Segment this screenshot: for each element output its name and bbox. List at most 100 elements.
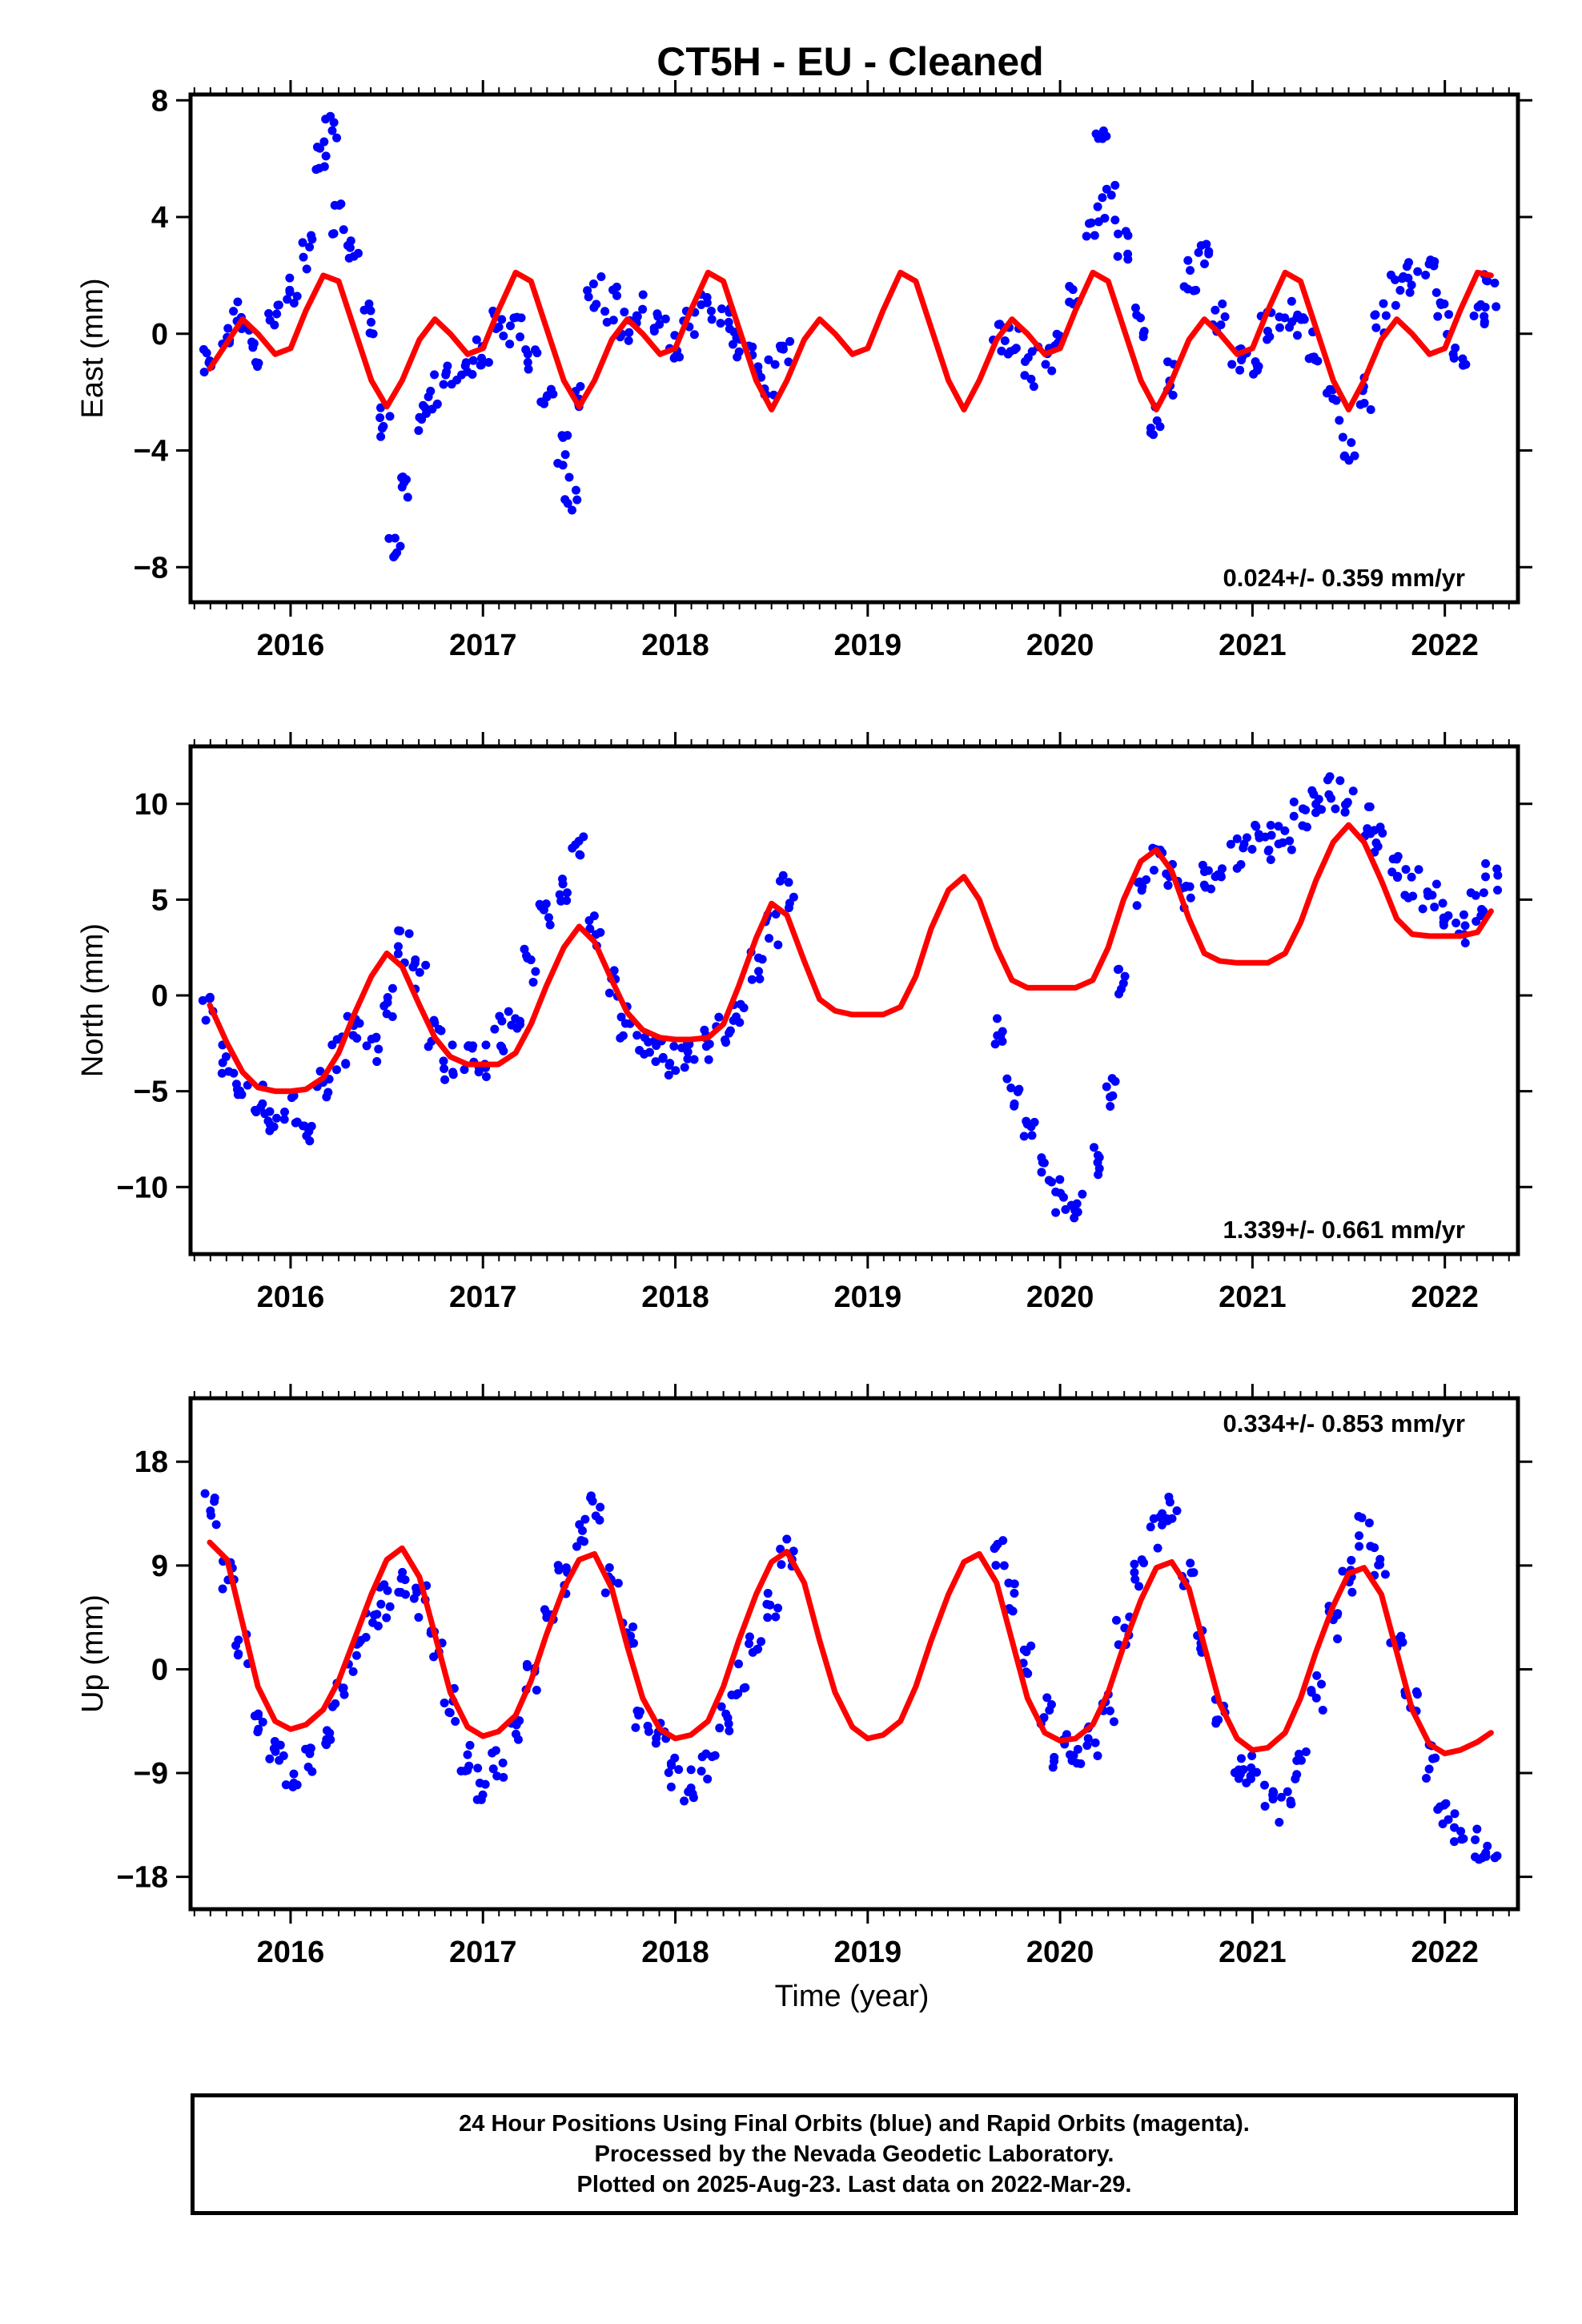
data-point — [1202, 239, 1211, 249]
data-point — [415, 967, 424, 977]
data-point — [1023, 1669, 1033, 1679]
data-point — [499, 331, 508, 340]
data-point — [322, 1735, 331, 1744]
data-point — [1010, 1099, 1019, 1108]
data-point — [1421, 270, 1431, 279]
data-point — [1142, 875, 1151, 885]
data-point — [520, 944, 529, 954]
data-point — [1311, 799, 1321, 809]
x-tick-label: 2021 — [1219, 1936, 1287, 1969]
data-point — [1020, 371, 1030, 380]
data-point — [689, 330, 699, 340]
y-tick-label: 0 — [151, 979, 168, 1013]
data-point — [1102, 1082, 1111, 1092]
data-point — [631, 1723, 640, 1732]
data-point — [680, 1063, 689, 1072]
data-point — [1186, 1558, 1195, 1568]
data-point — [305, 243, 315, 252]
data-point — [497, 315, 507, 324]
y-tick-label: −9 — [134, 1757, 168, 1791]
data-point — [1005, 1604, 1014, 1614]
data-point — [1492, 1851, 1502, 1860]
data-point — [775, 341, 785, 351]
data-point — [632, 1706, 642, 1715]
data-point — [1198, 860, 1207, 870]
data-point — [1299, 313, 1308, 323]
data-point — [1331, 804, 1340, 814]
data-point — [724, 317, 733, 327]
data-point — [1275, 1817, 1284, 1827]
data-point — [1093, 1751, 1102, 1760]
x-tick-label: 2020 — [1026, 1281, 1094, 1314]
data-point — [352, 1033, 362, 1043]
data-point — [382, 1613, 391, 1622]
plot-frame — [188, 92, 1520, 605]
data-point — [523, 357, 532, 367]
data-point — [1106, 191, 1116, 200]
data-point — [298, 238, 307, 247]
data-point — [764, 355, 773, 364]
data-point — [1286, 1796, 1295, 1806]
data-point — [302, 264, 311, 274]
data-point — [736, 999, 745, 1009]
data-point — [638, 304, 648, 314]
data-point — [1130, 304, 1140, 313]
data-point — [701, 1042, 711, 1051]
data-point — [1216, 320, 1226, 330]
data-point — [1301, 1747, 1311, 1757]
data-point — [253, 1711, 263, 1721]
data-point — [1311, 808, 1320, 818]
data-point — [1268, 1794, 1278, 1803]
data-point — [1137, 1555, 1146, 1565]
data-point — [773, 1603, 783, 1613]
data-point — [680, 1796, 689, 1806]
data-point — [1247, 1751, 1257, 1761]
data-point — [1287, 845, 1296, 854]
data-point — [1490, 278, 1500, 287]
data-point — [311, 165, 321, 175]
data-point — [1429, 261, 1439, 271]
data-point — [531, 967, 540, 976]
data-point — [684, 1787, 693, 1796]
data-point — [1230, 1768, 1239, 1778]
data-point — [327, 229, 337, 239]
data-point — [572, 1542, 581, 1551]
data-point — [1492, 302, 1501, 312]
data-point — [1370, 311, 1379, 320]
data-point — [1480, 1851, 1489, 1860]
data-point — [1301, 806, 1311, 815]
data-point — [199, 368, 209, 377]
data-point — [1418, 904, 1427, 914]
data-point — [596, 272, 606, 282]
data-point — [1263, 335, 1272, 344]
data-point — [576, 850, 585, 860]
data-point — [396, 1574, 406, 1583]
data-point — [1051, 1208, 1061, 1217]
data-point — [1041, 360, 1050, 369]
data-point — [327, 1702, 337, 1711]
data-point — [624, 336, 633, 345]
data-point — [993, 1539, 1002, 1549]
data-point — [1093, 1151, 1102, 1160]
data-point — [1216, 871, 1226, 881]
data-point — [1130, 1568, 1139, 1578]
data-point — [1460, 921, 1470, 931]
data-point — [1404, 258, 1414, 267]
data-point — [1090, 231, 1099, 240]
data-point — [748, 342, 757, 352]
data-point — [477, 353, 487, 363]
data-point — [522, 1659, 532, 1669]
data-point — [528, 977, 538, 987]
data-point — [463, 367, 472, 376]
data-point — [429, 1015, 439, 1025]
data-point — [725, 1726, 734, 1735]
data-point — [299, 252, 308, 262]
data-point — [588, 279, 598, 289]
data-point — [1431, 287, 1441, 297]
data-point — [1130, 1559, 1139, 1569]
data-point — [289, 298, 299, 308]
data-point — [600, 1588, 610, 1598]
velocity-annotation: 0.024+/- 0.359 mm/yr — [1223, 564, 1465, 592]
data-point — [762, 1599, 772, 1609]
data-point — [428, 404, 437, 414]
